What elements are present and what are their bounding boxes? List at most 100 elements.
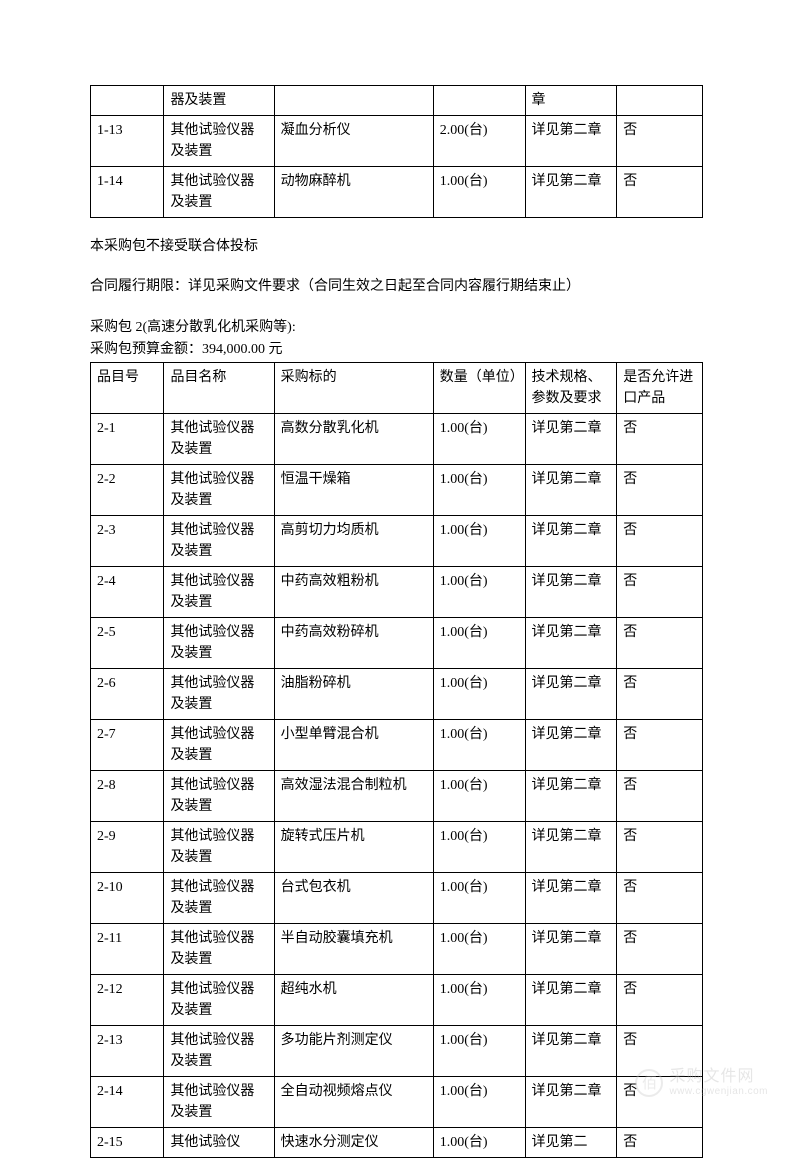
header-cell: 品目号 [91,362,164,413]
cell: 油脂粉碎机 [274,668,433,719]
table-row: 2-11其他试验仪器及装置半自动胶囊填充机1.00(台)详见第二章否 [91,923,703,974]
watermark: 佰 采购文件网 www.cgwenjian.com [635,1068,768,1097]
cell: 否 [617,974,703,1025]
cell: 详见第二章 [525,770,617,821]
cell: 2-14 [91,1076,164,1127]
cell: 2-10 [91,872,164,923]
cell: 其他试验仪器及装置 [164,1076,274,1127]
cell: 1.00(台) [433,617,525,668]
cell: 1.00(台) [433,923,525,974]
cell [91,86,164,116]
table-row: 2-6其他试验仪器及装置油脂粉碎机1.00(台)详见第二章否 [91,668,703,719]
notice-no-consortium: 本采购包不接受联合体投标 [90,236,703,258]
cell: 恒温干燥箱 [274,464,433,515]
cell: 中药高效粉碎机 [274,617,433,668]
cell: 其他试验仪器及装置 [164,515,274,566]
table-row: 2-10其他试验仪器及装置台式包衣机1.00(台)详见第二章否 [91,872,703,923]
table-row: 2-7其他试验仪器及装置小型单臂混合机1.00(台)详见第二章否 [91,719,703,770]
cell: 详见第二章 [525,167,617,218]
cell: 其他试验仪器及装置 [164,923,274,974]
cell: 详见第二章 [525,515,617,566]
table-1-body: 器及装置 章 1-13 其他试验仪器及装置 凝血分析仪 2.00(台) 详见第二… [91,86,703,218]
cell: 详见第二章 [525,1025,617,1076]
cell: 高数分散乳化机 [274,413,433,464]
cell: 详见第二章 [525,923,617,974]
cell: 2-6 [91,668,164,719]
cell: 否 [617,872,703,923]
table-2-body: 2-1其他试验仪器及装置高数分散乳化机1.00(台)详见第二章否2-2其他试验仪… [91,413,703,1157]
cell: 2-12 [91,974,164,1025]
cell: 1.00(台) [433,464,525,515]
table-2-header: 品目号 品目名称 采购标的 数量（单位） 技术规格、参数及要求 是否允许进口产品 [91,362,703,413]
cell: 多功能片剂测定仪 [274,1025,433,1076]
cell: 高剪切力均质机 [274,515,433,566]
cell: 否 [617,413,703,464]
cell: 1-13 [91,116,164,167]
cell: 其他试验仪 [164,1127,274,1157]
cell: 其他试验仪器及装置 [164,464,274,515]
cell [617,86,703,116]
cell: 动物麻醉机 [274,167,433,218]
cell: 其他试验仪器及装置 [164,770,274,821]
cell: 详见第二章 [525,617,617,668]
cell: 详见第二章 [525,566,617,617]
cell: 台式包衣机 [274,872,433,923]
cell: 2.00(台) [433,116,525,167]
cell: 2-9 [91,821,164,872]
cell: 1.00(台) [433,1076,525,1127]
cell: 快速水分测定仪 [274,1127,433,1157]
cell: 否 [617,821,703,872]
cell: 否 [617,515,703,566]
cell: 详见第二 [525,1127,617,1157]
header-cell: 技术规格、参数及要求 [525,362,617,413]
cell: 其他试验仪器及装置 [164,116,274,167]
cell: 其他试验仪器及装置 [164,167,274,218]
table-row: 2-14其他试验仪器及装置全自动视频熔点仪1.00(台)详见第二章否 [91,1076,703,1127]
cell: 其他试验仪器及装置 [164,1025,274,1076]
table-row: 2-2其他试验仪器及装置恒温干燥箱1.00(台)详见第二章否 [91,464,703,515]
cell: 章 [525,86,617,116]
table-row: 2-9其他试验仪器及装置旋转式压片机1.00(台)详见第二章否 [91,821,703,872]
cell: 全自动视频熔点仪 [274,1076,433,1127]
cell: 其他试验仪器及装置 [164,872,274,923]
cell: 否 [617,923,703,974]
cell: 2-13 [91,1025,164,1076]
cell: 高效湿法混合制粒机 [274,770,433,821]
cell: 否 [617,719,703,770]
cell: 详见第二章 [525,974,617,1025]
cell: 2-2 [91,464,164,515]
cell: 1.00(台) [433,974,525,1025]
cell: 2-4 [91,566,164,617]
cell: 否 [617,617,703,668]
cell: 小型单臂混合机 [274,719,433,770]
cell: 其他试验仪器及装置 [164,821,274,872]
cell: 其他试验仪器及装置 [164,413,274,464]
cell: 详见第二章 [525,821,617,872]
cell: 1.00(台) [433,1127,525,1157]
cell: 其他试验仪器及装置 [164,566,274,617]
table-header-row: 品目号 品目名称 采购标的 数量（单位） 技术规格、参数及要求 是否允许进口产品 [91,362,703,413]
cell: 2-11 [91,923,164,974]
cell [433,86,525,116]
cell: 其他试验仪器及装置 [164,719,274,770]
cell: 1.00(台) [433,1025,525,1076]
cell: 2-8 [91,770,164,821]
header-cell: 数量（单位） [433,362,525,413]
cell: 其他试验仪器及装置 [164,617,274,668]
table-row: 2-12其他试验仪器及装置超纯水机1.00(台)详见第二章否 [91,974,703,1025]
cell: 否 [617,770,703,821]
cell: 1.00(台) [433,719,525,770]
package-2-budget: 采购包预算金额：394,000.00 元 [90,339,703,361]
cell: 详见第二章 [525,1076,617,1127]
cell: 详见第二章 [525,413,617,464]
cell: 否 [617,167,703,218]
table-row: 2-8其他试验仪器及装置高效湿法混合制粒机1.00(台)详见第二章否 [91,770,703,821]
cell [274,86,433,116]
cell: 1.00(台) [433,167,525,218]
header-cell: 采购标的 [274,362,433,413]
watermark-text: 采购文件网 www.cgwenjian.com [669,1068,768,1097]
table-row: 2-3其他试验仪器及装置高剪切力均质机1.00(台)详见第二章否 [91,515,703,566]
header-cell: 是否允许进口产品 [617,362,703,413]
cell: 其他试验仪器及装置 [164,668,274,719]
cell: 1.00(台) [433,821,525,872]
